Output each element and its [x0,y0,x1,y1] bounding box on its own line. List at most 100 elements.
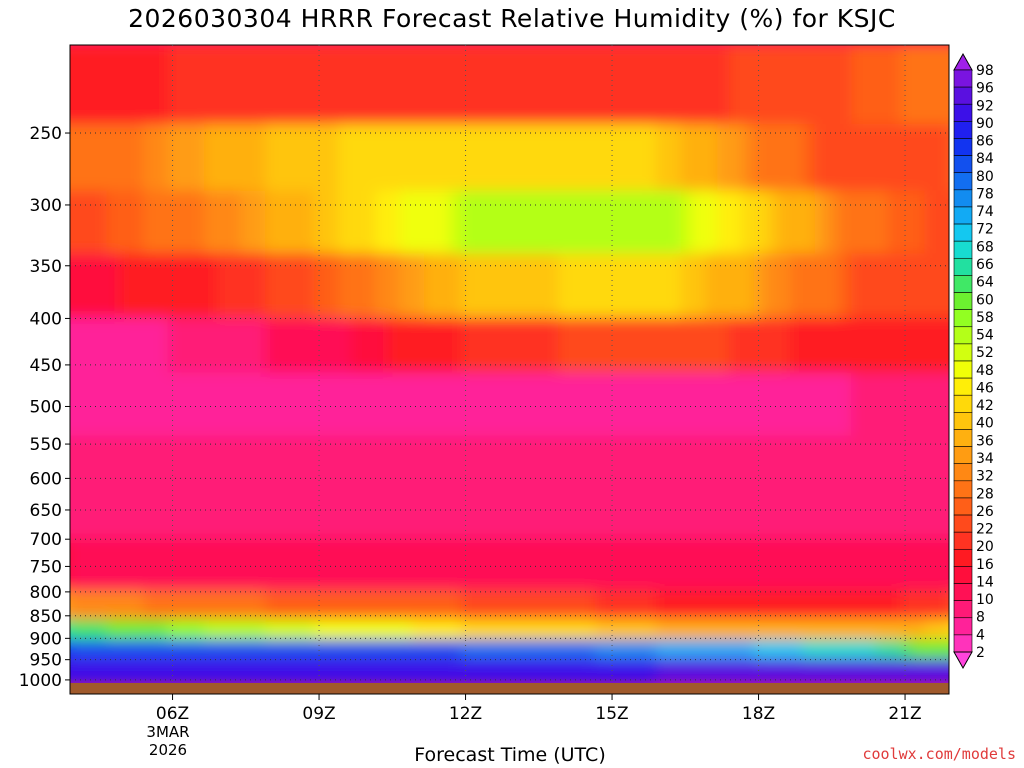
field-cell [216,619,230,642]
field-cell [314,639,328,661]
field-cell [619,45,633,127]
colorbar-box [953,121,973,139]
field-cell [94,590,108,622]
field-cell [851,538,865,593]
field-cell [314,619,328,642]
field-cell [729,435,743,541]
field-cell [350,124,364,193]
field-cell [668,538,682,593]
field-cell [936,253,949,320]
field-cell [94,190,108,256]
field-cell [179,538,194,593]
colorbar-box [953,429,973,447]
field-cell [717,435,731,541]
field-cell [301,619,316,642]
field-cell [301,190,316,256]
colorbar-label: 86 [976,134,994,150]
colorbar-label: 80 [976,169,994,185]
field-cell [704,253,719,320]
field-cell [778,619,792,642]
field-cell [521,590,535,622]
y-tick-label: 250 [30,124,62,144]
field-cell [875,124,889,193]
colorbar-label: 90 [976,116,994,132]
colorbar-box [953,257,973,276]
field-cell [277,538,291,593]
field-cell [863,435,877,541]
field-cell [448,658,462,685]
colorbar-box [953,531,973,550]
field-cell [301,45,316,127]
field-cell [594,253,609,320]
colorbar-box [953,566,973,584]
field-cell [594,124,609,193]
field-cell [924,190,938,256]
field-cell [912,538,926,593]
field-cell [558,253,572,320]
field-cell [619,619,633,642]
field-cell [448,317,462,375]
field-cell [94,124,108,193]
field-cell [802,45,816,127]
field-cell [936,619,949,642]
field-cell [485,538,499,593]
field-cell [875,639,889,661]
field-cell [668,658,682,685]
field-cell [631,639,645,661]
field-cell [729,590,743,622]
field-cell [790,124,804,193]
field-cell [179,590,194,622]
field-cell [680,253,694,320]
field-cell [717,190,731,256]
colorbar-label: 52 [976,345,994,361]
field-cell [778,538,792,593]
field-cell [118,619,133,642]
field-cell [582,639,596,661]
x-axis-label: Forecast Time (UTC) [414,744,606,766]
field-cell [228,658,242,685]
field-cell [753,658,767,685]
colorbar-box [953,309,973,328]
field-cell [631,658,645,685]
field-cell [448,372,462,438]
field-cell [167,435,181,541]
field-cell [497,658,511,685]
field-cell [863,619,877,642]
field-cell [485,372,499,438]
field-cell [619,317,633,375]
field-cell [228,45,242,127]
field-cell [778,317,792,375]
field-cell [729,317,743,375]
field-cell [497,619,511,642]
field-cell [326,538,340,593]
field-cell [106,639,120,661]
field-cell [851,45,865,127]
field-cell [656,372,670,438]
field-cell [179,45,194,127]
field-cell [887,619,902,642]
field-cell [204,372,218,438]
field-cell [448,45,462,127]
field-cell [668,253,682,320]
colorbar-label: 64 [976,275,994,291]
field-cell [863,317,877,375]
field-cell [741,538,755,593]
field-cell [118,590,133,622]
field-cell [521,253,535,320]
field-cell [570,45,584,127]
field-cell [253,658,267,685]
field-cell [399,639,413,661]
field-cell [411,45,426,127]
field-cell [314,45,328,127]
field-cell [753,190,767,256]
field-cell [533,435,548,541]
field-cell [680,372,694,438]
field-cell [582,253,596,320]
field-cell [839,190,853,256]
field-cell [631,372,645,438]
colorbar-label: 60 [976,292,994,308]
colorbar-label: 36 [976,433,994,449]
field-cell [192,190,206,256]
field-cell [131,45,145,127]
field-cell [851,619,865,642]
